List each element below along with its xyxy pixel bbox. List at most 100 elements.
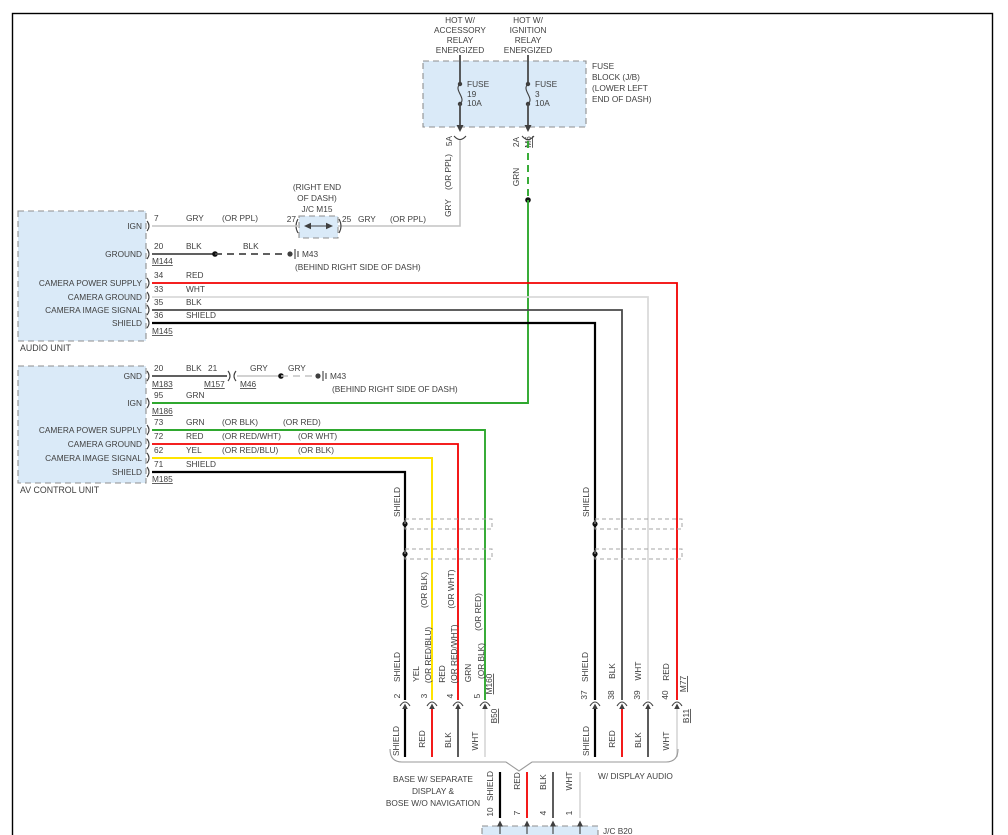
connector-link-b50[interactable]: B50 [489,708,499,723]
fuse19-element [457,83,463,105]
pin-bracket [146,248,150,260]
shield-tag: SHIELD [581,487,591,517]
ground-location: (BEHIND RIGHT SIDE OF DASH) [332,384,458,394]
wire-color-label: RED [607,730,617,748]
wire-color-label: SHIELD [581,726,591,756]
shield-wrap [594,518,683,530]
shield-wrap [594,548,683,560]
wire-color-label: GRN [511,168,521,186]
wire-color-label: SHIELD [186,459,216,469]
wire-red-cam-power [152,282,678,700]
wire-color-label: GRN [186,417,204,427]
wire-color-label: GRY [358,214,376,224]
pin-number: 4 [538,810,548,815]
pin-number: 35 [154,297,164,307]
wire-shield-audio [152,321,597,700]
wire-alt-label: (OR WHT) [446,569,456,608]
pin-number: 1 [564,810,574,815]
pin-function-label: IGN [127,221,142,231]
connector-bump [453,135,467,141]
pin-bracket [146,277,150,289]
wire-alt-label: (OR PPL) [222,213,258,223]
wire-alt-label: (OR BLK) [419,572,429,608]
connector-link-m144[interactable]: M144 [152,256,173,266]
wire-yel-cam-signal [152,457,433,700]
wire-blk-cam-signal [152,309,623,700]
pin-number: 10 [485,807,495,817]
wire-color-label: BLK [186,363,202,373]
pin-number: 21 [208,363,218,373]
pin-number: 38 [606,690,616,700]
pin-function-label: SHIELD [112,318,142,328]
pin-number: 7 [154,213,159,223]
audio-unit-name: AUDIO UNIT [20,343,71,353]
connector-link-m186[interactable]: M186 [152,406,173,416]
wire-alt-label: (OR BLK) [222,417,258,427]
wire-color-label: RED [437,665,447,683]
pin-bracket [146,438,150,450]
wire-color-label: WHT [470,732,480,751]
pin-number: 72 [154,431,164,441]
variant-caption-left: BASE W/ SEPARATE [393,774,473,784]
pin-function-label: GND [124,371,142,381]
av-control-unit: AV CONTROL UNIT GND IGN CAMERA POWER SUP… [17,363,486,700]
audio-unit: AUDIO UNIT IGN GROUND CAMERA POWER SUPPL… [17,210,678,700]
connector-link-m185[interactable]: M185 [152,474,173,484]
wire-color-label: BLK [538,774,548,790]
connector-link-b11[interactable]: B11 [681,709,691,724]
fuse-amps: 10A [535,98,550,108]
wire-color-label: GRY [288,363,306,373]
inline-connector [227,370,231,382]
pin-number: 36 [154,310,164,320]
wire-color-label: BLK [186,297,202,307]
wire-color-label: WHT [661,732,671,751]
pin-bracket [146,424,150,436]
pin-number: 33 [154,284,164,294]
connector-link-m46[interactable]: M46 [240,379,257,389]
wire-color-label: SHIELD [391,726,401,756]
wire-red-cam-ground [152,443,459,700]
pin-number: 5 [472,693,482,698]
wire-color-label: SHIELD [392,652,402,682]
ground-location: (BEHIND RIGHT SIDE OF DASH) [295,262,421,272]
fuse-block-label: BLOCK (J/B) [592,72,640,82]
ground-eyelet-icon [287,251,293,257]
pin-number: 71 [154,459,164,469]
connector-link-m157[interactable]: M157 [204,379,225,389]
wire-color-label: RED [417,730,427,748]
fuse-number: 3 [535,89,540,99]
pin-bracket [146,466,150,478]
wire-color-label: WHT [186,284,205,294]
jc-m15-name: J/C M15 [302,204,333,214]
fuse-label: FUSE [467,79,490,89]
wire-alt-label: (OR WHT) [298,431,337,441]
fuse-block-label: FUSE [592,61,615,71]
pin-function-label: CAMERA IMAGE SIGNAL [45,453,142,463]
pin-number: 7 [512,810,522,815]
jc-m15-location: OF DASH) [297,193,337,203]
fuse-label: FUSE [535,79,558,89]
av-unit-box [17,365,147,484]
connector-link-m77[interactable]: M77 [678,676,688,693]
left-camera-harness: SHIELD (OR BLK) (OR WHT) (OR RED) SHIELD… [391,487,499,757]
wire-grn-ign [152,200,529,404]
fuse-amps: 10A [467,98,482,108]
pin-number: 39 [632,690,642,700]
wire-alt-label: (OR PPL) [390,214,426,224]
shield-wrap [404,548,493,560]
wire-grn-cam-power [152,429,486,700]
connector-link-m145[interactable]: M145 [152,326,173,336]
pin-function-label: GROUND [105,249,142,259]
wire-color-label: SHIELD [485,771,495,801]
hot-accessory-label: RELAY [447,35,474,45]
fuse-block-box [422,60,587,128]
wire-wht-cam-ground [152,296,649,700]
wire-color-label: BLK [633,732,643,748]
wire-color-label: RED [512,772,522,790]
fuse-out-pin: 2A [511,136,521,147]
variant-caption-left: DISPLAY & [412,786,455,796]
wire-alt-label: (OR RED) [283,417,321,427]
connector-link-m160[interactable]: M160 [484,673,494,694]
connector-link-m183[interactable]: M183 [152,379,173,389]
